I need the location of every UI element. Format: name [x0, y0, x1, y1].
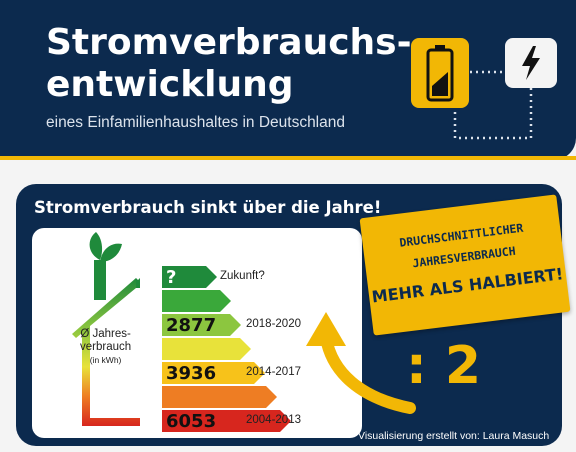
page-title: Stromverbrauchs- entwicklung — [46, 22, 412, 106]
energy-bar: ? — [162, 266, 218, 288]
leaf-icon — [89, 232, 103, 260]
header-stripe — [0, 156, 576, 160]
bar-value-label: ? — [166, 266, 177, 288]
energy-bar — [162, 290, 232, 312]
wire-dotted-connector — [453, 70, 533, 140]
energy-bar: 6053 — [162, 410, 292, 432]
energy-bar: 3936 — [162, 362, 266, 384]
bar-period-label: Zukunft? — [220, 270, 265, 282]
panel-title: Stromverbrauch sinkt über die Jahre! — [34, 198, 382, 217]
bar-period-label: 2018-2020 — [246, 318, 301, 330]
axis-label: Ø Jahres- verbrauch (in kWh) — [80, 328, 131, 367]
house-outline-icon — [72, 232, 140, 426]
bar-period-label: 2004-2013 — [246, 414, 301, 426]
battery-icon — [426, 45, 454, 102]
battery-icon-box — [411, 38, 469, 108]
factor-label: : 2 — [406, 336, 482, 396]
bar-value-label: 2877 — [166, 314, 217, 336]
lightning-icon — [522, 46, 540, 80]
bar-period-label: 2014-2017 — [246, 366, 301, 378]
credit-text: Visualisierung erstellt von: Laura Masuc… — [358, 430, 550, 442]
energy-bar — [162, 338, 252, 360]
bar-value-label: 6053 — [166, 410, 217, 432]
axis-unit: (in kWh) — [89, 355, 122, 365]
title-line-1: Stromverbrauchs- — [46, 22, 412, 63]
chart-card: Ø Jahres- verbrauch (in kWh) ? Zukunft? 28… — [32, 228, 362, 438]
page-subtitle: eines Einfamilienhaushaltes in Deutschla… — [46, 114, 345, 131]
energy-bar: 2877 — [162, 314, 242, 336]
energy-bar — [162, 386, 278, 408]
title-line-2: entwicklung — [46, 64, 294, 105]
lightning-icon-box — [505, 38, 557, 88]
axis-label-line-2: verbrauch — [80, 341, 132, 353]
bar-value-label: 3936 — [166, 362, 217, 384]
header-banner: Stromverbrauchs- entwicklung eines Einfa… — [0, 0, 576, 160]
axis-label-line-1: Ø Jahres- — [80, 328, 131, 340]
